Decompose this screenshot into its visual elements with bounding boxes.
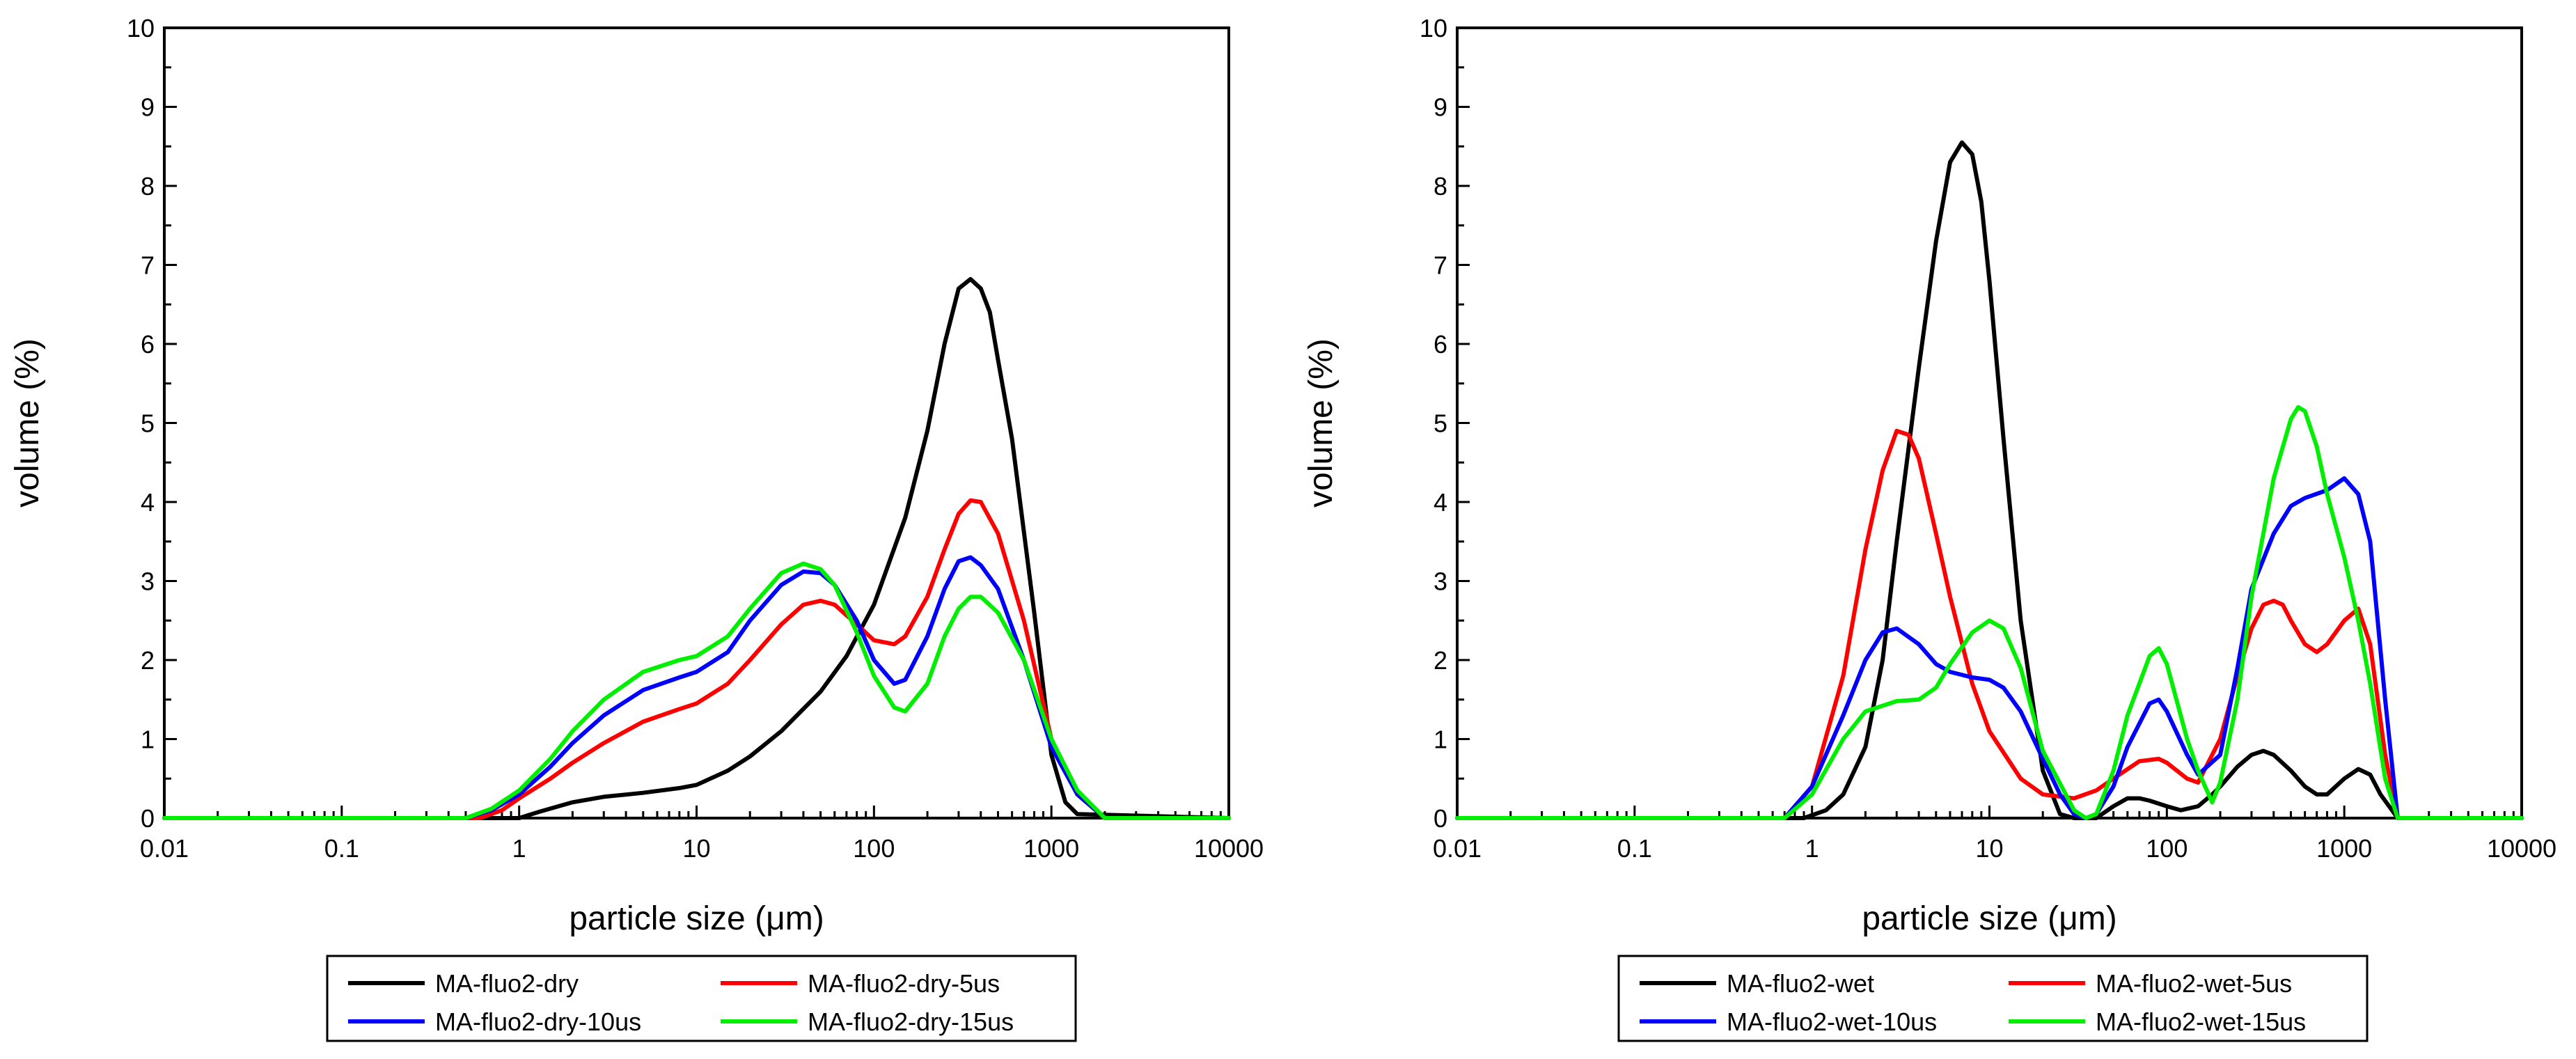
x-tick-label: 0.1 bbox=[1617, 834, 1652, 863]
y-tick-label: 1 bbox=[141, 725, 155, 754]
y-tick-label: 0 bbox=[141, 804, 155, 833]
y-tick-label: 2 bbox=[141, 646, 155, 675]
x-tick-label: 10 bbox=[1975, 834, 2003, 863]
x-tick-label: 1 bbox=[1805, 834, 1819, 863]
legend-label: MA-fluo2-dry bbox=[435, 969, 579, 998]
chart-panel-dry: 0 1 2 3 4 5 6 7 8 9 10 0.01 0.1 1 10 100 1000 10000 partic… bbox=[9, 14, 1264, 1042]
series-line bbox=[1455, 405, 2524, 820]
y-tick-label: 7 bbox=[1434, 251, 1447, 280]
series-line bbox=[162, 276, 1231, 820]
x-tick-label: 0.1 bbox=[324, 834, 359, 863]
legend-label: MA-fluo2-dry-15us bbox=[808, 1007, 1014, 1036]
y-tick-label: 2 bbox=[1434, 646, 1447, 675]
legend-label: MA-fluo2-wet bbox=[1727, 969, 1874, 998]
x-tick-label: 1000 bbox=[1023, 834, 1079, 863]
y-tick-label: 9 bbox=[141, 93, 155, 122]
y-tick-label: 8 bbox=[1434, 172, 1447, 201]
y-tick-label: 3 bbox=[141, 567, 155, 596]
series-line bbox=[1455, 476, 2524, 820]
legend-label: MA-fluo2-wet-15us bbox=[2096, 1007, 2306, 1036]
y-tick-label: 7 bbox=[141, 251, 155, 280]
legend-box bbox=[326, 955, 1077, 1042]
x-tick-label: 100 bbox=[2146, 834, 2188, 863]
y-tick-label: 10 bbox=[1420, 14, 1447, 42]
y-axis-title: volume (%) bbox=[1303, 338, 1340, 508]
legend-label: MA-fluo2-dry-10us bbox=[435, 1007, 641, 1036]
y-tick-label: 10 bbox=[127, 14, 155, 42]
y-tick-label: 0 bbox=[1434, 804, 1447, 833]
y-tick-label: 4 bbox=[141, 488, 155, 517]
y-tick-label: 6 bbox=[141, 330, 155, 359]
y-tick-label: 6 bbox=[1434, 330, 1447, 359]
x-tick-label: 0.01 bbox=[1433, 834, 1482, 863]
y-tick-label: 5 bbox=[141, 409, 155, 438]
legend-label: MA-fluo2-dry-5us bbox=[808, 969, 1000, 998]
plot-frame bbox=[1456, 26, 2523, 819]
x-axis-title: particle size (μm) bbox=[1862, 900, 2116, 937]
y-tick-label: 9 bbox=[1434, 93, 1447, 122]
x-tick-label: 10000 bbox=[1194, 834, 1264, 863]
plot-frame bbox=[163, 26, 1230, 819]
legend-label: MA-fluo2-wet-10us bbox=[1727, 1007, 1937, 1036]
y-tick-label: 3 bbox=[1434, 567, 1447, 596]
x-axis-title: particle size (μm) bbox=[569, 900, 824, 937]
legend-label: MA-fluo2-wet-5us bbox=[2096, 969, 2292, 998]
x-tick-label: 1 bbox=[512, 834, 526, 863]
x-tick-label: 10000 bbox=[2487, 834, 2557, 863]
series-line bbox=[162, 561, 1231, 820]
y-axis-title: volume (%) bbox=[9, 338, 46, 508]
y-tick-label: 4 bbox=[1434, 488, 1447, 517]
series-line bbox=[1455, 428, 2524, 820]
x-tick-label: 1000 bbox=[2316, 834, 2372, 863]
y-tick-label: 1 bbox=[1434, 725, 1447, 754]
series-line bbox=[162, 498, 1231, 820]
x-tick-label: 0.01 bbox=[140, 834, 189, 863]
series-line bbox=[162, 555, 1231, 820]
series-line bbox=[1455, 140, 2524, 820]
x-tick-label: 100 bbox=[853, 834, 895, 863]
chart-panel-wet: 0 1 2 3 4 5 6 7 8 9 10 0.01 0.1 1 10 100 1000 10000 partic… bbox=[1303, 14, 2557, 1042]
legend-box bbox=[1617, 955, 2369, 1042]
y-tick-label: 5 bbox=[1434, 409, 1447, 438]
y-tick-label: 8 bbox=[141, 172, 155, 201]
x-tick-label: 10 bbox=[682, 834, 710, 863]
